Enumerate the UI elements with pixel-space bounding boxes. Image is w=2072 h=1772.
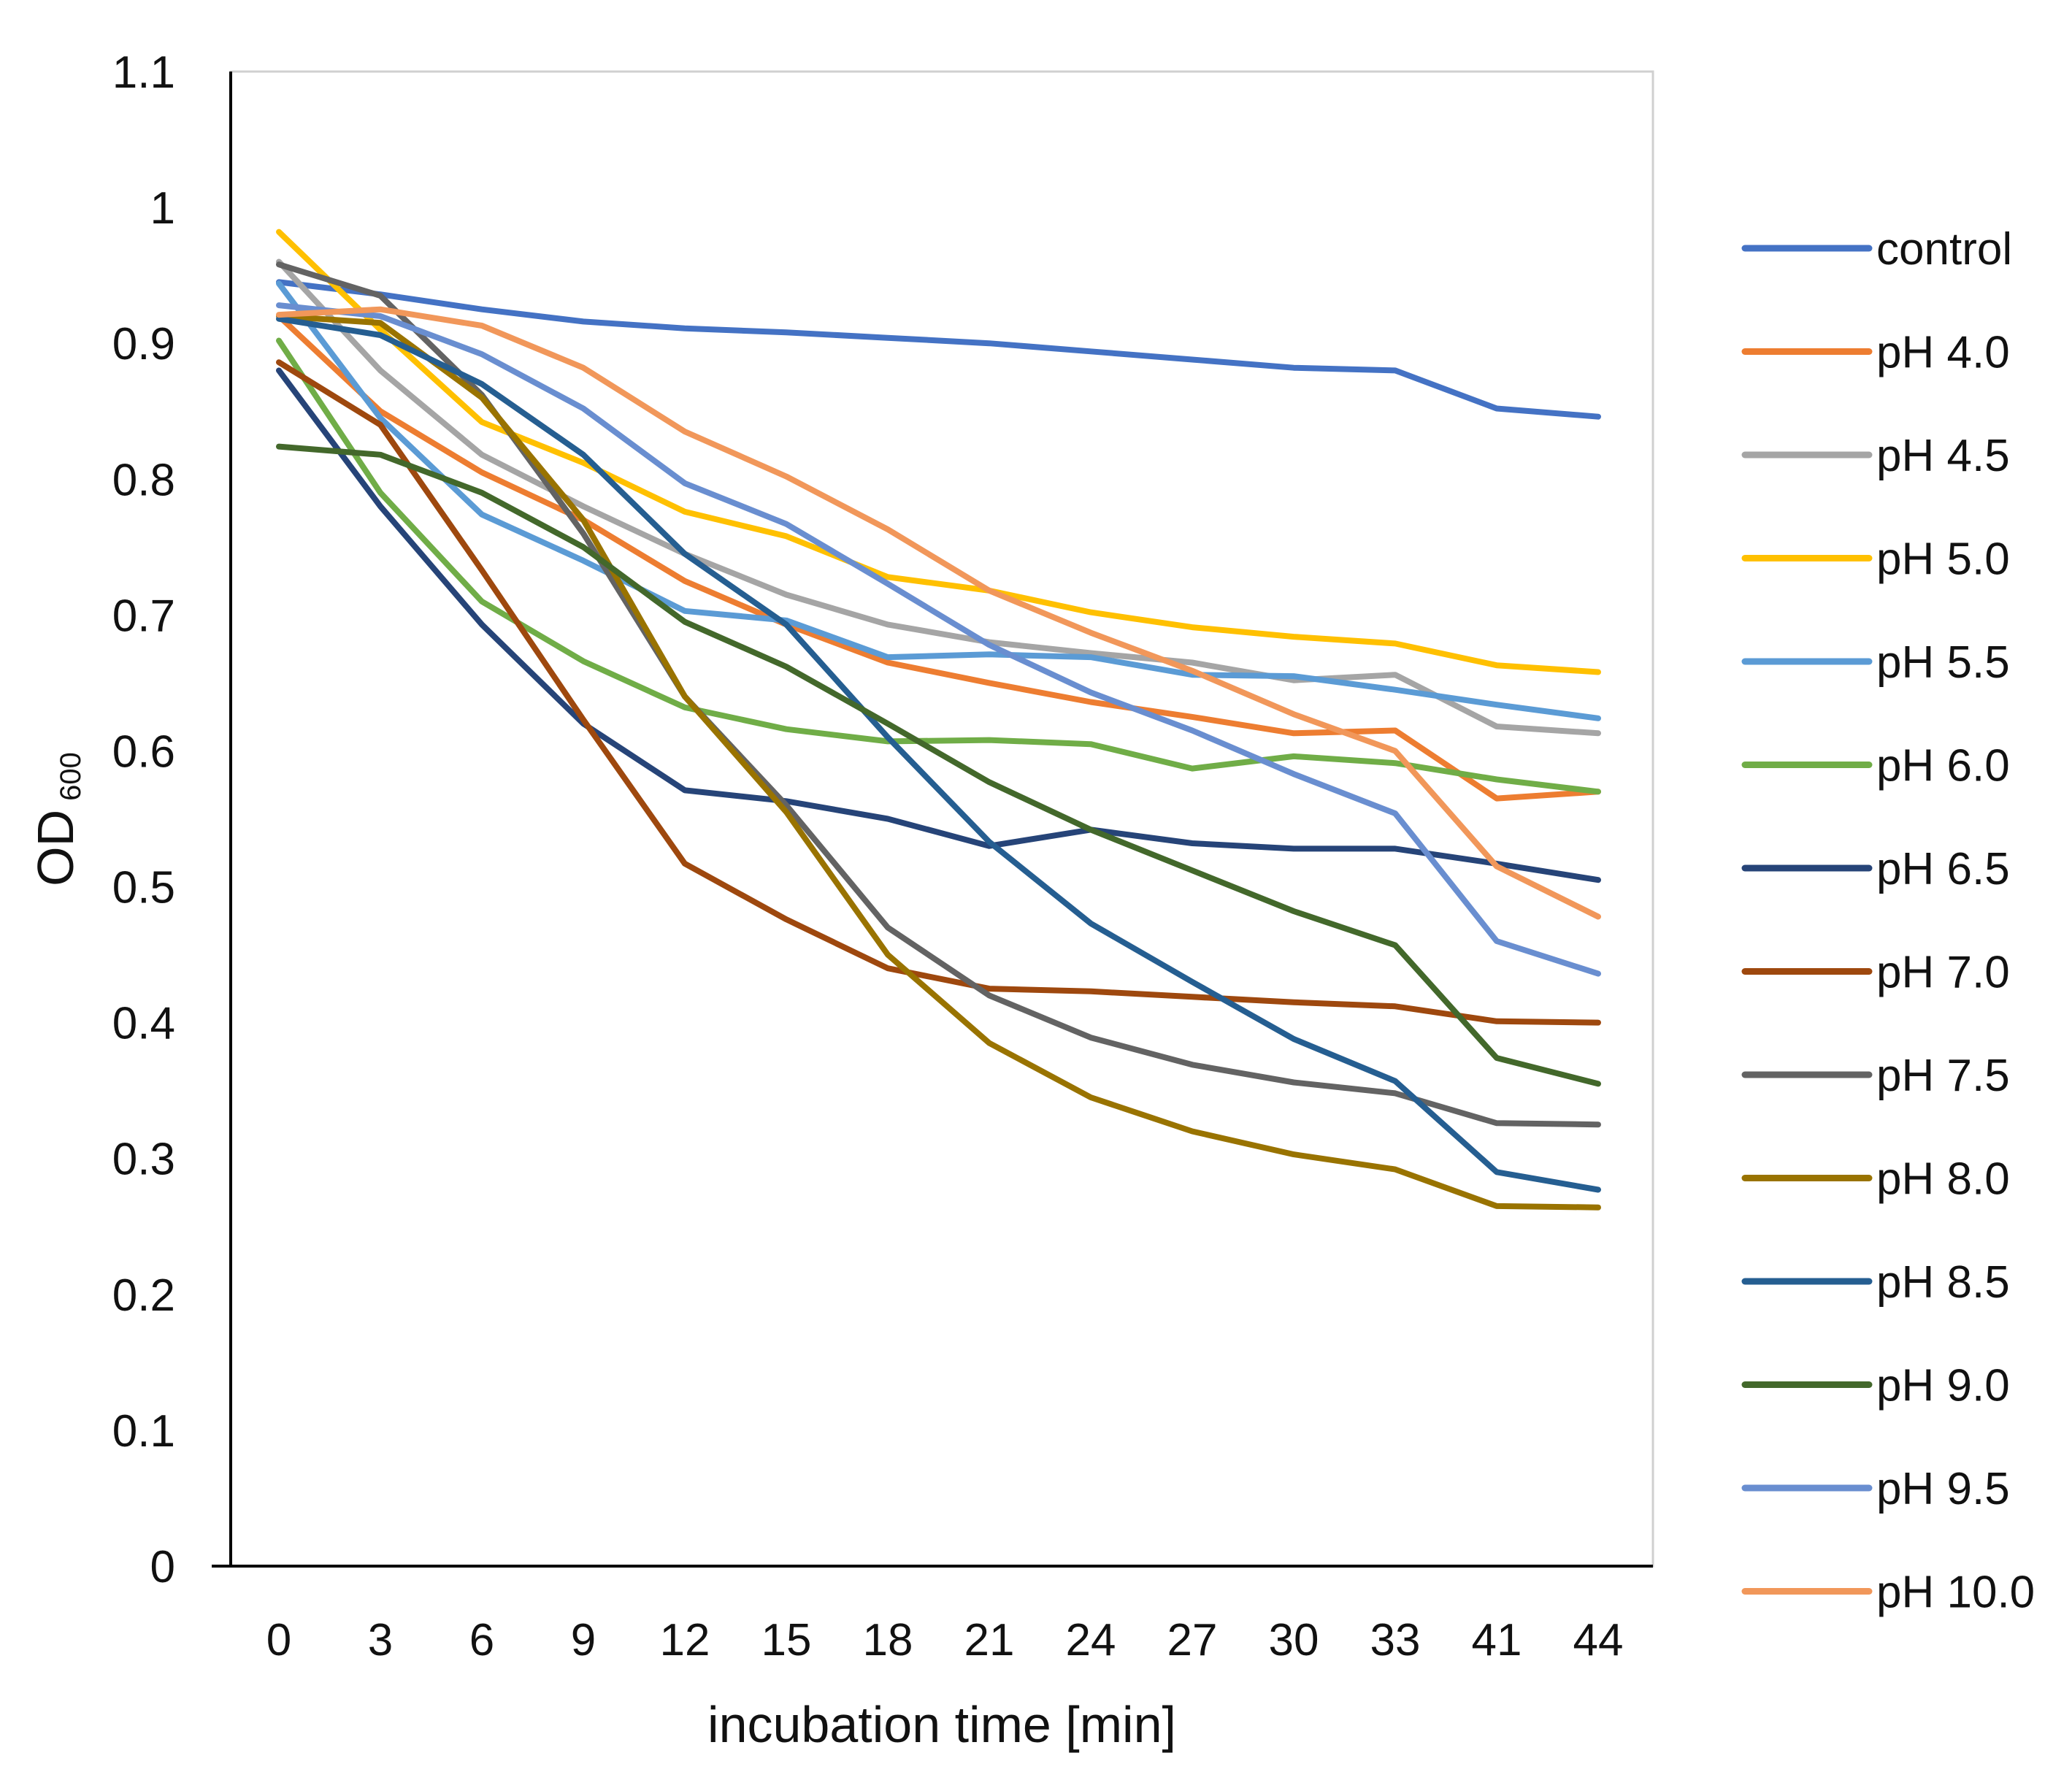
x-tick-label: 9 [571, 1615, 596, 1665]
x-tick-label: 12 [660, 1615, 710, 1665]
y-tick-label: 0.3 [112, 1135, 175, 1185]
x-tick-label: 0 [266, 1615, 291, 1665]
series-line-ph-7-0 [276, 359, 1601, 1026]
legend-label-ph-4-5: pH 4.5 [1876, 431, 2010, 481]
x-tick-label: 3 [368, 1615, 393, 1665]
legend-label-ph-6-0: pH 6.0 [1876, 741, 2010, 791]
x-tick-label: 27 [1167, 1615, 1218, 1665]
legend-label-ph-10-0: pH 10.0 [1876, 1568, 2035, 1618]
svg-text:OD600: OD 600 [27, 752, 87, 886]
series-line-ph-6-0 [276, 337, 1601, 795]
y-tick-label: 0.7 [112, 591, 175, 641]
legend-label-ph-7-5: pH 7.5 [1876, 1051, 2010, 1101]
y-axis-title: OD 600 [27, 752, 87, 886]
legend-label-ph-4-0: pH 4.0 [1876, 328, 2010, 378]
series-line-ph-6-5 [276, 367, 1601, 883]
plot-area-frame [229, 70, 1654, 1568]
y-tick-label: 0.4 [112, 999, 175, 1049]
x-tick-label: 41 [1472, 1615, 1522, 1665]
legend-label-ph-6-5: pH 6.5 [1876, 844, 2010, 894]
legend-label-ph-7-0: pH 7.0 [1876, 948, 2010, 998]
series-line-ph-9-5 [276, 302, 1601, 977]
series-line-ph-4-0 [276, 313, 1601, 802]
y-tick-label: 1 [150, 183, 175, 234]
y-tick-label: 1.1 [112, 47, 175, 98]
y-axis-title-subscript: 600 [55, 752, 87, 801]
series-line-ph-5-0 [276, 229, 1601, 675]
y-tick-label: 0 [150, 1542, 175, 1592]
x-tick-label: 30 [1269, 1615, 1319, 1665]
y-tick-label: 0.1 [112, 1406, 175, 1457]
legend: control pH 4.0 pH 4.5 pH 5.0 pH 5.5 pH 6.0 pH … [1741, 224, 2035, 1618]
series-lines [276, 229, 1601, 1211]
series-line-ph-9-0 [276, 443, 1601, 1087]
x-tick-label: 6 [469, 1615, 494, 1665]
series-line-ph-8-0 [276, 313, 1601, 1211]
y-tick-label: 0.2 [112, 1270, 175, 1321]
x-tick-label: 18 [863, 1615, 913, 1665]
legend-label-ph-9-5: pH 9.5 [1876, 1464, 2010, 1514]
series-line-ph-5-5 [276, 280, 1601, 721]
y-tick-label: 0.8 [112, 455, 175, 505]
legend-label-ph-5-0: pH 5.0 [1876, 534, 2010, 585]
series-line-control [276, 279, 1601, 420]
legend-label-ph-8-5: pH 8.5 [1876, 1257, 2010, 1308]
series-line-ph-10-0 [276, 306, 1601, 920]
y-tick-label: 0.6 [112, 726, 175, 777]
y-tick-label: 0.5 [112, 863, 175, 913]
legend-label-ph-5-5: pH 5.5 [1876, 637, 2010, 688]
y-axis-title-main: OD [27, 810, 84, 886]
x-tick-label: 15 [761, 1615, 812, 1665]
x-axis-ticks: 0 3 6 9 12 15 18 21 24 27 30 33 41 44 [266, 1615, 1624, 1665]
series-line-ph-4-5 [276, 258, 1601, 737]
x-tick-label: 24 [1066, 1615, 1116, 1665]
x-tick-label: 21 [964, 1615, 1015, 1665]
legend-label-ph-9-0: pH 9.0 [1876, 1361, 2010, 1411]
legend-label-ph-8-0: pH 8.0 [1876, 1154, 2010, 1205]
x-axis-title: incubation time [min] [707, 1696, 1176, 1753]
x-tick-label: 33 [1370, 1615, 1421, 1665]
series-line-ph-8-5 [276, 315, 1601, 1193]
y-tick-label: 0.9 [112, 319, 175, 369]
x-tick-label: 44 [1573, 1615, 1624, 1665]
y-axis-ticks: 0 0.1 0.2 0.3 0.4 0.5 0.6 0.7 0.8 0.9 1 1.1 [112, 47, 175, 1592]
legend-label-control: control [1876, 224, 2012, 275]
